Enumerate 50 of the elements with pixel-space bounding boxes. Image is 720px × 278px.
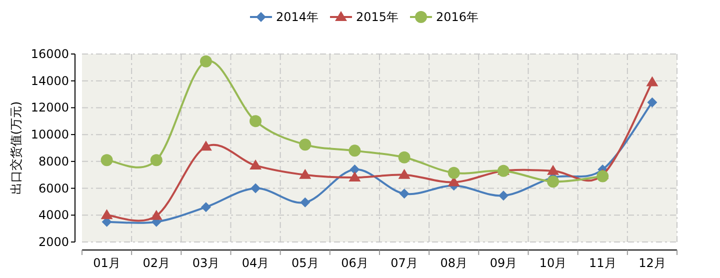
x-tick-label: 08月 — [440, 256, 468, 270]
point — [150, 210, 162, 220]
y-tick-label: 4000 — [38, 208, 69, 222]
y-tick-label: 10000 — [30, 128, 69, 142]
point — [250, 159, 262, 170]
point — [348, 172, 361, 182]
point — [596, 170, 609, 182]
point — [100, 154, 113, 166]
x-tick-label: 05月 — [291, 256, 319, 270]
point — [100, 209, 113, 220]
point — [498, 190, 508, 201]
point — [200, 140, 212, 151]
x-tick-label: 12月 — [638, 256, 666, 270]
point — [250, 115, 262, 128]
point — [200, 202, 211, 212]
point — [350, 164, 360, 174]
y-tick-label: 12000 — [30, 100, 69, 115]
y-tick-label: 6000 — [38, 181, 69, 196]
point — [547, 176, 560, 188]
point — [150, 154, 162, 166]
legend-label: 2014年 — [276, 10, 319, 24]
point — [398, 168, 410, 179]
point — [250, 183, 261, 194]
point — [448, 166, 460, 179]
x-tick-label: 07月 — [390, 256, 418, 270]
y-axis-title: 出口交货值(万元) — [9, 101, 23, 195]
legend-label: 2016年 — [436, 10, 479, 24]
x-tick-label: 11月 — [588, 256, 616, 270]
point — [300, 197, 310, 208]
x-tick-label: 10月 — [539, 256, 567, 270]
x-tick-label: 03月 — [192, 256, 220, 270]
point — [547, 164, 560, 175]
x-tick-label: 02月 — [142, 256, 170, 270]
point — [399, 188, 410, 199]
x-tick-label: 06月 — [341, 256, 368, 270]
x-tick-label: 01月 — [93, 256, 120, 270]
x-tick-label: 04月 — [242, 256, 270, 270]
y-tick-label: 16000 — [30, 47, 69, 61]
y-tick-label: 14000 — [30, 74, 69, 88]
point — [200, 55, 212, 68]
y-tick-label: 2000 — [38, 235, 69, 249]
point — [348, 144, 361, 157]
y-tick-label: 8000 — [38, 154, 69, 168]
point — [646, 76, 658, 86]
point — [647, 97, 658, 108]
point — [398, 151, 410, 164]
legend-label: 2015年 — [356, 10, 399, 24]
point — [299, 138, 312, 151]
x-tick-label: 09月 — [490, 256, 518, 270]
point — [299, 168, 312, 179]
